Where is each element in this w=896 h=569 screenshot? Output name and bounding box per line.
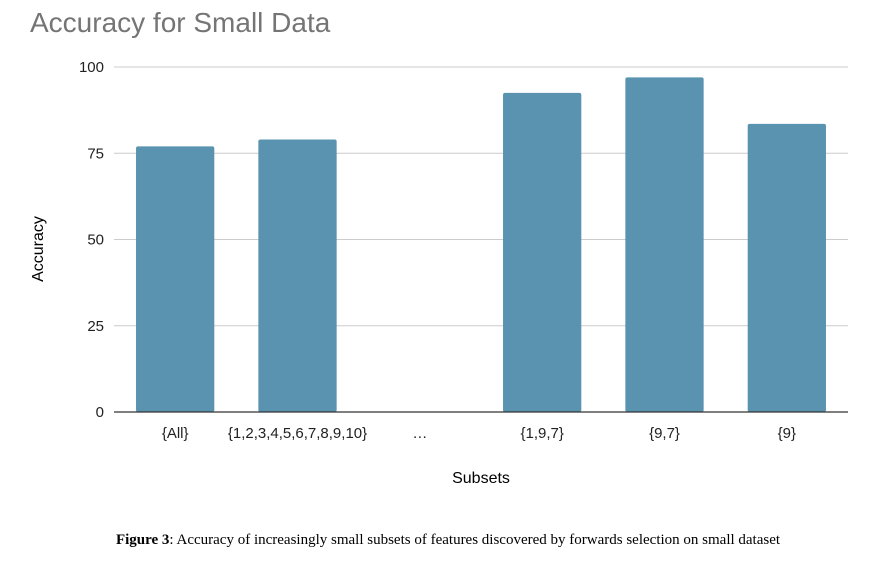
bar bbox=[503, 92, 582, 412]
bar bbox=[747, 123, 826, 413]
y-axis-ticks: 0 25 50 75 100 bbox=[79, 59, 104, 421]
x-tick-label: {All} bbox=[162, 425, 189, 442]
y-tick-label: 100 bbox=[79, 59, 104, 76]
y-tick-label: 50 bbox=[87, 232, 104, 249]
bar bbox=[258, 139, 337, 412]
x-tick-label: {9} bbox=[778, 425, 796, 442]
x-axis-label: Subsets bbox=[452, 470, 510, 487]
y-axis-label: Accuracy bbox=[30, 216, 47, 282]
figure-caption: Figure 3: Accuracy of increasingly small… bbox=[0, 532, 896, 549]
bars bbox=[136, 77, 826, 413]
x-tick-label: … bbox=[412, 425, 427, 442]
bar bbox=[136, 146, 215, 412]
x-tick-label: {1,2,3,4,5,6,7,8,9,10} bbox=[228, 425, 367, 442]
x-tick-label: {1,9,7} bbox=[520, 425, 563, 442]
y-tick-label: 0 bbox=[96, 404, 104, 421]
y-tick-label: 25 bbox=[87, 318, 104, 335]
chart-title: Accuracy for Small Data bbox=[30, 7, 331, 38]
bar-chart: Accuracy for Small Data 0 25 50 75 100 {All}… bbox=[30, 7, 848, 487]
gridlines bbox=[114, 66, 848, 327]
figure-caption-label: Figure 3 bbox=[115, 532, 170, 548]
x-tick-label: {9,7} bbox=[649, 425, 680, 442]
y-tick-label: 75 bbox=[87, 145, 104, 162]
bar bbox=[625, 77, 704, 412]
figure-caption-text: : Accuracy of increasingly small subsets… bbox=[169, 532, 781, 548]
x-axis-ticks: {All} {1,2,3,4,5,6,7,8,9,10} … {1,9,7} {9,7}… bbox=[162, 425, 796, 442]
